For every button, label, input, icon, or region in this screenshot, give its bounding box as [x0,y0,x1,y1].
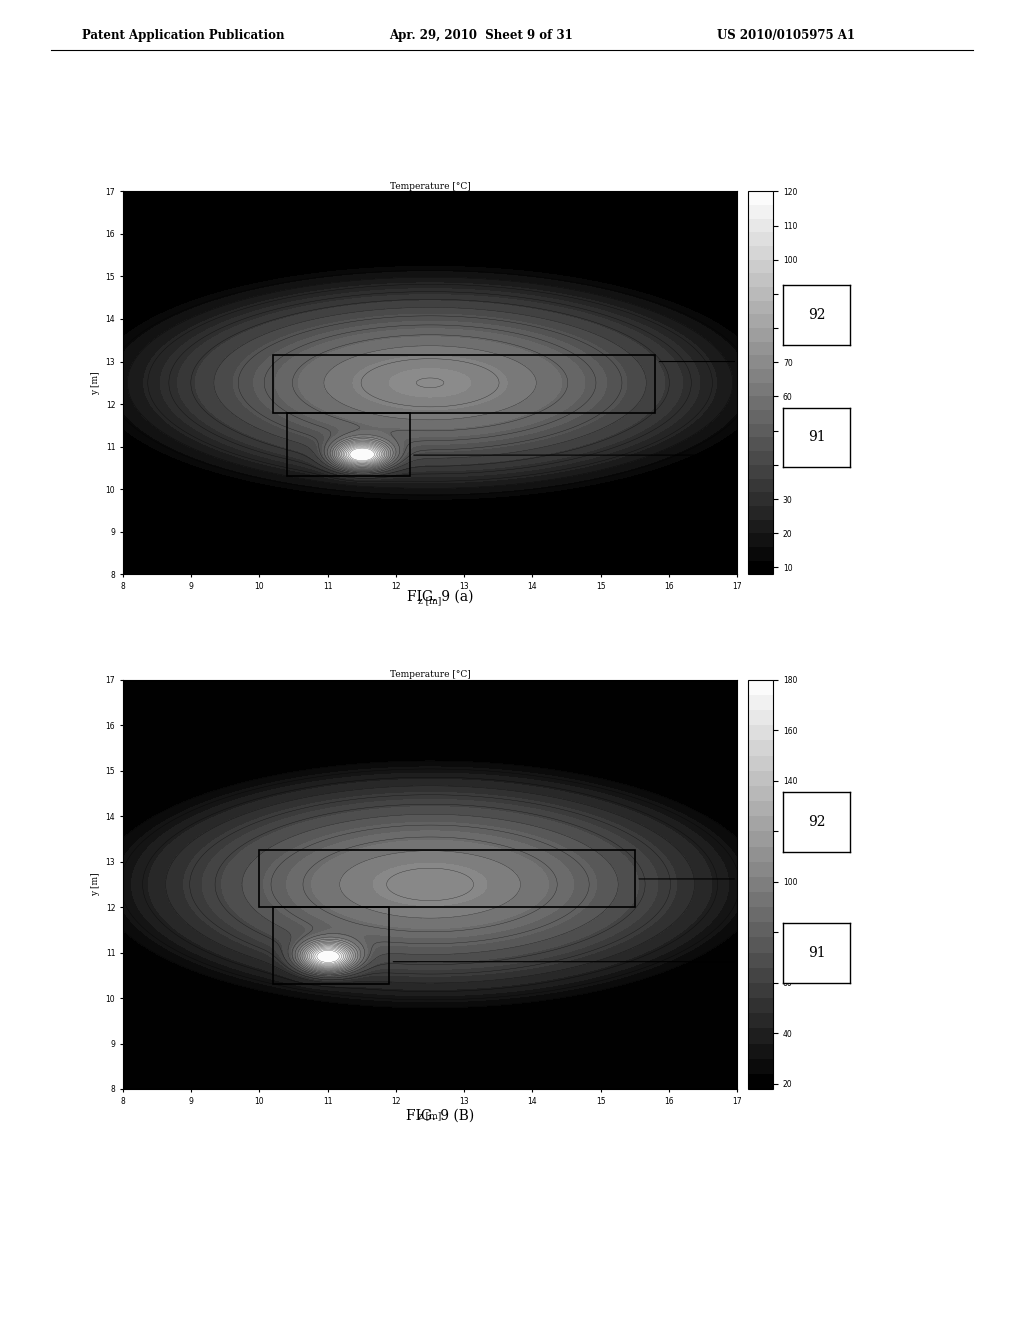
Text: FIG. 9 (a): FIG. 9 (a) [408,590,473,603]
Title: Temperature [°C]: Temperature [°C] [390,671,470,678]
Text: 92: 92 [808,308,825,322]
X-axis label: z [m]: z [m] [419,597,441,606]
Y-axis label: y [m]: y [m] [91,873,100,896]
Text: FIG. 9 (B): FIG. 9 (B) [407,1109,474,1122]
Bar [273,907,389,985]
Text: 92: 92 [808,814,825,829]
Text: Patent Application Publication: Patent Application Publication [82,29,285,42]
Y-axis label: y [m]: y [m] [91,371,100,395]
Bar [287,413,410,477]
Bar [259,850,635,907]
Bar [273,355,655,413]
Title: Temperature [°C]: Temperature [°C] [390,182,470,190]
Text: Apr. 29, 2010  Sheet 9 of 31: Apr. 29, 2010 Sheet 9 of 31 [389,29,572,42]
Text: US 2010/0105975 A1: US 2010/0105975 A1 [717,29,855,42]
Text: 91: 91 [808,946,825,960]
X-axis label: z [m]: z [m] [419,1111,441,1121]
Text: 91: 91 [808,430,825,445]
